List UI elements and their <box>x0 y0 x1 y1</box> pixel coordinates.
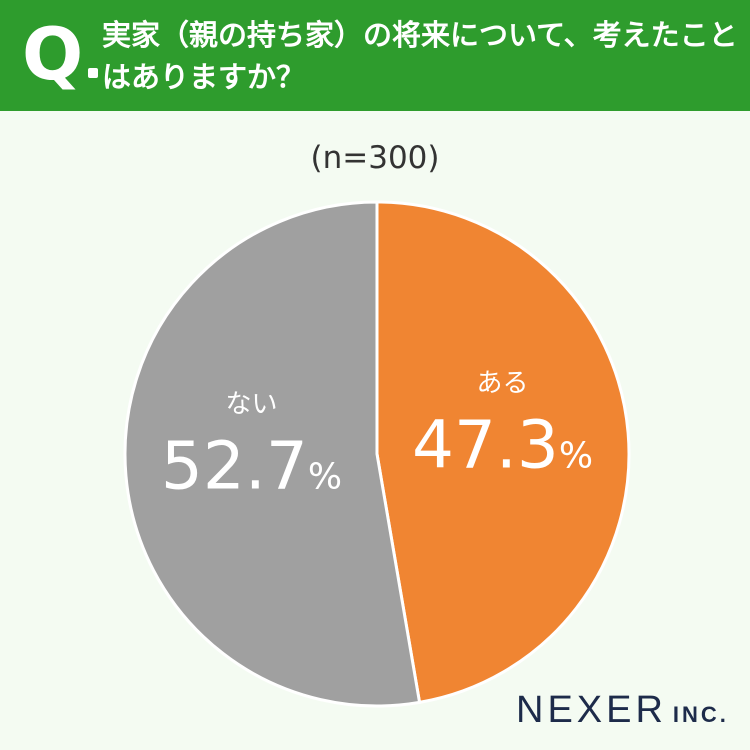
question-header: Q 実家（親の持ち家）の将来について、考えたことはありますか？ <box>0 0 750 111</box>
slice-value-label: 52.7% <box>161 428 342 505</box>
brand-logo: NEXER INC. <box>516 688 729 737</box>
pie-slice-yes <box>375 200 631 705</box>
question-text: 実家（親の持ち家）の将来について、考えたことはありますか？ <box>102 18 738 94</box>
pie-slice-no <box>123 200 422 708</box>
sample-size: (n=300) <box>310 140 440 176</box>
slice-value-label: 47.3% <box>412 406 593 483</box>
slice-category-label: ある <box>477 368 529 398</box>
slice-category-label: ない <box>225 390 277 420</box>
q-dot <box>88 68 98 78</box>
brand-suffix: INC. <box>672 702 729 727</box>
brand-name: NEXER <box>516 689 667 731</box>
q-mark: Q <box>22 12 84 96</box>
